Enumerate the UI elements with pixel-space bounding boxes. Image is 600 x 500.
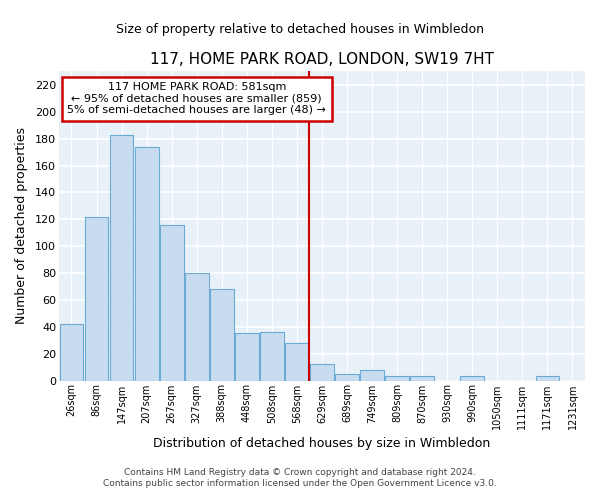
Y-axis label: Number of detached properties: Number of detached properties bbox=[15, 128, 28, 324]
Bar bbox=[360, 370, 384, 380]
Bar bbox=[160, 224, 184, 380]
Bar bbox=[59, 324, 83, 380]
Text: Size of property relative to detached houses in Wimbledon: Size of property relative to detached ho… bbox=[116, 22, 484, 36]
Bar bbox=[385, 376, 409, 380]
Bar bbox=[410, 376, 434, 380]
Bar bbox=[85, 216, 109, 380]
X-axis label: Distribution of detached houses by size in Wimbledon: Distribution of detached houses by size … bbox=[154, 437, 491, 450]
Text: Contains HM Land Registry data © Crown copyright and database right 2024.
Contai: Contains HM Land Registry data © Crown c… bbox=[103, 468, 497, 487]
Bar bbox=[460, 376, 484, 380]
Text: 117 HOME PARK ROAD: 581sqm
← 95% of detached houses are smaller (859)
5% of semi: 117 HOME PARK ROAD: 581sqm ← 95% of deta… bbox=[67, 82, 326, 116]
Bar bbox=[235, 334, 259, 380]
Bar bbox=[135, 146, 158, 380]
Bar bbox=[185, 273, 209, 380]
Title: 117, HOME PARK ROAD, LONDON, SW19 7HT: 117, HOME PARK ROAD, LONDON, SW19 7HT bbox=[150, 52, 494, 68]
Bar bbox=[210, 289, 233, 380]
Bar bbox=[285, 343, 309, 380]
Bar bbox=[110, 134, 133, 380]
Bar bbox=[335, 374, 359, 380]
Bar bbox=[260, 332, 284, 380]
Bar bbox=[536, 376, 559, 380]
Bar bbox=[310, 364, 334, 380]
